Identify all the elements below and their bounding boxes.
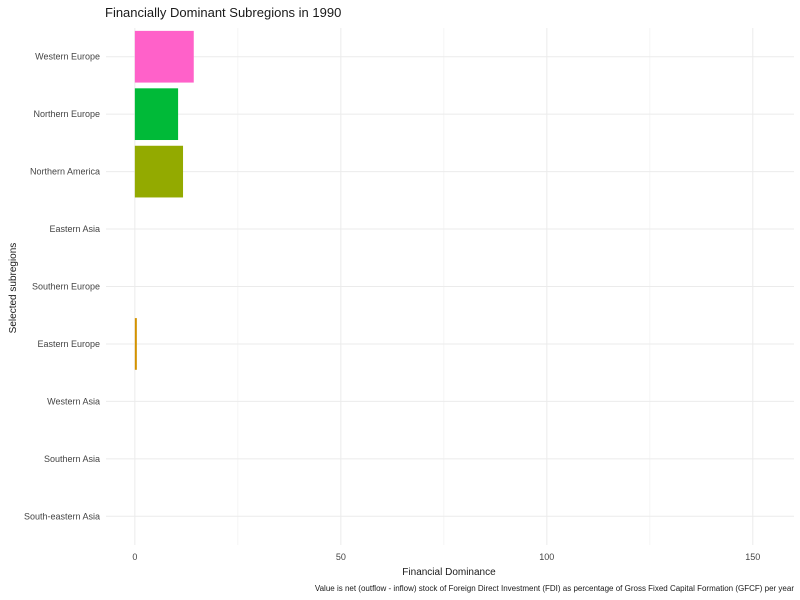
- y-tick-label: Southern Europe: [32, 282, 100, 292]
- x-tick-label: 100: [539, 552, 554, 562]
- y-tick-label: Western Europe: [35, 52, 100, 62]
- bar: [134, 318, 137, 370]
- bar: [134, 88, 179, 141]
- y-tick-label: Southern Asia: [44, 454, 100, 464]
- grid-layer: [106, 28, 794, 545]
- x-axis-label: Financial Dominance: [402, 567, 496, 578]
- x-tick-label: 50: [336, 552, 346, 562]
- y-tick-label: South-eastern Asia: [24, 511, 100, 521]
- y-tick-label: Eastern Asia: [49, 224, 100, 234]
- y-tick-label: Northern America: [30, 167, 100, 177]
- bar-layer: [134, 30, 194, 370]
- x-tick-labels: 0 50 100 150: [132, 552, 760, 562]
- x-tick-label: 0: [132, 552, 137, 562]
- bar: [134, 145, 184, 198]
- x-tick-label: 150: [745, 552, 760, 562]
- y-axis-label: Selected subregions: [8, 243, 19, 334]
- y-tick-label: Eastern Europe: [37, 339, 100, 349]
- chart-title: Financially Dominant Subregions in 1990: [105, 5, 341, 20]
- y-tick-label: Northern Europe: [33, 109, 100, 119]
- y-tick-label: Western Asia: [47, 396, 100, 406]
- bar: [134, 30, 194, 83]
- chart-caption: Value is net (outflow - inflow) stock of…: [315, 584, 794, 593]
- y-tick-labels: Western Europe Northern Europe Northern Am…: [24, 52, 100, 522]
